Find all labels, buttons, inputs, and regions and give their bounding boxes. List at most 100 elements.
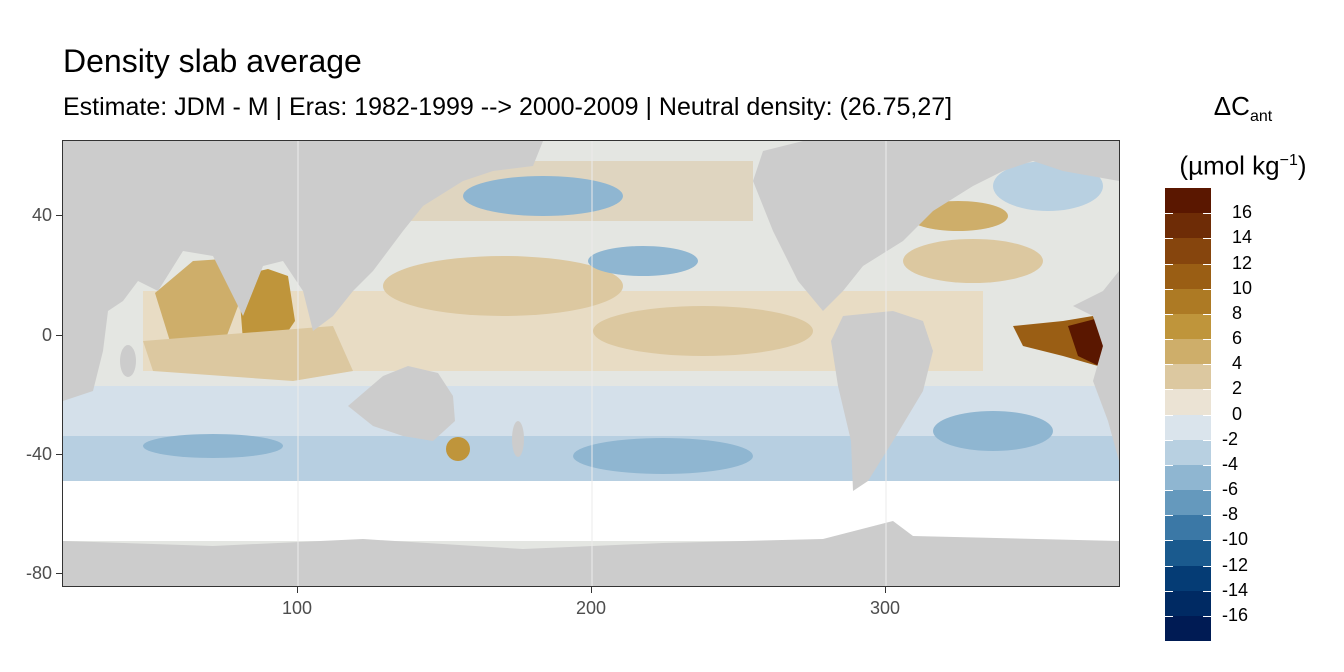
grid-lines [297, 141, 887, 586]
x-tick-label-200: 200 [575, 598, 607, 618]
y-tick-label-minus80: -80 [25, 563, 52, 583]
land-newzealand [512, 421, 524, 457]
legend-tick-mark [1165, 540, 1173, 542]
legend-tick-mark [1165, 439, 1173, 441]
legend-title-sub: ant [1249, 108, 1273, 126]
legend-tick-mark [1165, 339, 1173, 340]
legend-title-symbol: ΔC [1213, 91, 1250, 121]
legend-swatch [1165, 515, 1211, 541]
x-tick-label-300: 300 [869, 598, 901, 618]
central-pacific-blue [588, 246, 698, 276]
legend-swatch [1165, 389, 1211, 415]
legend-tick-label: -16 [1222, 604, 1249, 625]
legend-swatch [1165, 490, 1211, 516]
legend-tick-mark [1165, 288, 1173, 290]
indian-ocean-warm [143, 326, 353, 381]
legend-tick-mark [1203, 213, 1211, 215]
tasman-warm [446, 437, 470, 461]
y-tick-label-minus40: -40 [25, 444, 52, 464]
legend-tick-mark [1203, 313, 1211, 315]
legend-tick-mark [1203, 339, 1211, 340]
legend-tick-mark [1203, 490, 1211, 491]
legend-tick-mark [1165, 238, 1173, 240]
legend-swatch [1165, 364, 1211, 390]
land-masses [63, 141, 1119, 586]
legend-tick-mark [1165, 414, 1173, 416]
x-tick-200 [591, 587, 592, 593]
pacific-warm-1 [383, 256, 623, 316]
legend-tick-label: -6 [1222, 479, 1239, 499]
legend-unit-suffix: ) [1297, 150, 1307, 181]
legend-swatch [1165, 590, 1211, 617]
y-tick-label-40: 40 [31, 205, 52, 225]
north-atlantic-warm [903, 239, 1043, 283]
land-antarctica [63, 521, 1119, 586]
y-tick-0 [56, 335, 62, 336]
legend-tick-mark [1165, 464, 1173, 466]
legend-tick-mark [1203, 389, 1211, 391]
legend-tick-mark [1203, 364, 1211, 366]
legend-tick-mark [1165, 213, 1173, 215]
y-tick-label-0: 0 [41, 325, 52, 345]
south-indian-blue [143, 434, 283, 458]
land-africa [1073, 271, 1119, 461]
y-tick-minus80 [56, 573, 62, 574]
legend-tick-label: -10 [1222, 529, 1249, 550]
legend-tick-mark [1165, 490, 1173, 491]
legend-swatch [1165, 213, 1211, 239]
southern-nodata-band [63, 481, 1119, 541]
legend-swatch [1165, 238, 1211, 264]
legend-tick-mark [1165, 515, 1173, 517]
legend-tick-label: 2 [1232, 378, 1243, 399]
legend-swatch [1165, 565, 1211, 592]
legend-tick-mark [1203, 590, 1211, 592]
legend-tick-mark [1165, 565, 1173, 567]
legend-tick-label: 0 [1232, 403, 1243, 424]
land-australia [348, 366, 455, 441]
legend-tick-mark [1203, 414, 1211, 416]
legend-swatch [1165, 464, 1211, 491]
land-southamerica [831, 311, 933, 491]
x-tick-label-100: 100 [281, 598, 313, 618]
legend-tick-label: 16 [1232, 202, 1253, 223]
legend-tick-mark [1203, 263, 1211, 265]
land-madagascar [120, 345, 136, 377]
x-tick-100 [297, 587, 298, 593]
land-greenland [923, 141, 1023, 166]
legend-swatch [1165, 188, 1211, 214]
legend-tick-label: 6 [1232, 328, 1243, 348]
legend-tick-mark [1203, 515, 1211, 517]
land-asia [63, 141, 543, 401]
chart-title: Density slab average [63, 43, 362, 79]
south-pacific-blue [573, 438, 753, 474]
legend-tick-label: 4 [1232, 353, 1243, 374]
legend-swatch [1165, 414, 1211, 441]
legend-tick-label: 10 [1232, 277, 1253, 298]
legend-tick-mark [1203, 238, 1211, 240]
legend-swatch [1165, 313, 1211, 340]
legend-tick-mark [1165, 313, 1173, 315]
legend-swatch [1165, 439, 1211, 466]
legend-tick-label: 12 [1232, 252, 1253, 273]
legend-tick-mark [1165, 364, 1173, 366]
land-northamerica [753, 141, 1119, 311]
legend-tick-mark [1165, 263, 1173, 265]
legend-tick-mark [1165, 615, 1173, 617]
legend-unit: (µmol kg−1) [1158, 145, 1328, 182]
legend-tick-label: 14 [1232, 227, 1253, 248]
north-pacific-blue [463, 176, 623, 216]
legend-tick-label: -8 [1222, 504, 1239, 525]
legend-swatch [1165, 540, 1211, 566]
land-japan [397, 176, 409, 216]
y-tick-40 [56, 215, 62, 216]
legend-swatch [1165, 288, 1211, 315]
legend-colorbar [1165, 188, 1211, 642]
legend-tick-mark [1203, 565, 1211, 567]
legend-tick-label: -2 [1222, 428, 1239, 449]
legend-swatch [1165, 339, 1211, 365]
legend-unit-exp: −1 [1279, 152, 1298, 170]
pacific-warm-2 [593, 306, 813, 356]
legend-tick-label: 8 [1232, 302, 1243, 323]
chart-subtitle: Estimate: JDM - M | Eras: 1982-1999 --> … [63, 93, 953, 121]
legend-tick-mark [1203, 439, 1211, 441]
